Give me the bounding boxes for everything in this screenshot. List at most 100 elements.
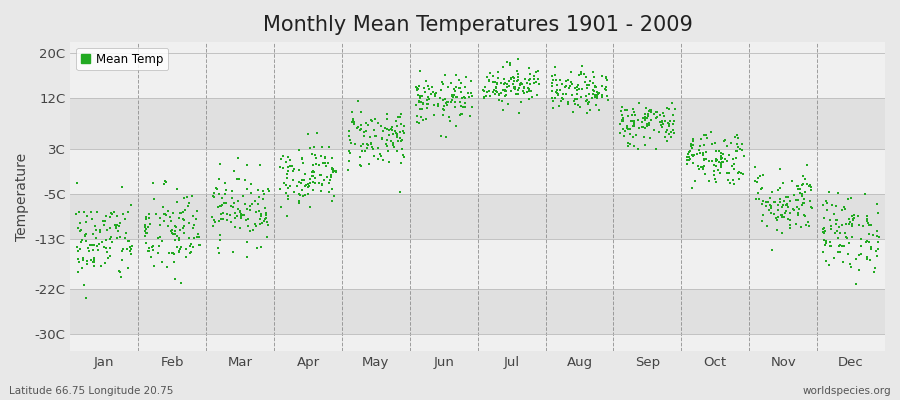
Point (173, 226, 187, 233)
Point (820, 200, 834, 207)
Point (616, 133, 631, 139)
Point (823, 239, 837, 246)
Point (355, 148, 369, 154)
Point (303, 145, 318, 151)
Point (103, 224, 117, 231)
Point (76, 282, 91, 288)
Point (389, 117, 403, 124)
Point (302, 204, 317, 210)
Point (394, 160, 409, 167)
Point (394, 137, 409, 144)
Point (227, 168, 241, 174)
Point (357, 129, 372, 135)
Point (650, 109, 664, 116)
Point (112, 220, 127, 226)
Point (833, 230, 848, 236)
Point (76, 257, 90, 263)
Point (303, 180, 318, 186)
Point (281, 193, 295, 200)
Point (382, 132, 396, 138)
Point (832, 224, 846, 230)
Point (446, 93, 460, 99)
Point (86, 258, 100, 265)
Point (626, 119, 641, 125)
Point (592, 89, 607, 96)
Point (556, 96, 571, 102)
Point (642, 122, 656, 128)
Point (414, 99, 428, 105)
Point (491, 97, 506, 104)
Point (680, 154, 695, 161)
Point (81, 245, 95, 251)
Point (274, 204, 288, 210)
Point (209, 185, 223, 191)
Point (172, 215, 186, 222)
Point (449, 84, 464, 91)
Point (864, 244, 878, 250)
Point (216, 210, 230, 216)
Point (715, 154, 729, 161)
Point (640, 122, 654, 129)
Point (422, 96, 436, 102)
Bar (70, 194, 885, 239)
Point (182, 235, 196, 241)
Point (253, 162, 267, 168)
Point (100, 227, 114, 234)
Point (588, 94, 602, 100)
Point (139, 230, 153, 236)
Point (656, 120, 670, 127)
Point (299, 182, 313, 188)
Point (815, 202, 830, 208)
Point (239, 162, 254, 168)
Point (438, 96, 453, 102)
Point (863, 246, 878, 252)
Point (418, 89, 432, 95)
Point (755, 212, 770, 218)
Point (421, 100, 436, 107)
Point (773, 184, 788, 191)
Point (613, 121, 627, 128)
Point (616, 112, 630, 119)
Point (649, 115, 663, 121)
Point (715, 159, 729, 165)
Point (550, 87, 564, 94)
Point (686, 136, 700, 142)
Y-axis label: Temperature: Temperature (15, 152, 29, 241)
Point (842, 221, 856, 227)
Point (212, 232, 227, 238)
Point (783, 217, 797, 223)
Point (237, 212, 251, 218)
Point (860, 254, 874, 261)
Point (709, 163, 724, 170)
Point (100, 249, 114, 255)
Point (394, 120, 409, 127)
Point (441, 84, 455, 90)
Point (727, 180, 742, 187)
Point (846, 212, 860, 218)
Point (390, 132, 404, 138)
Point (515, 81, 529, 87)
Point (114, 247, 129, 254)
Point (256, 218, 271, 224)
Point (324, 173, 338, 180)
Point (763, 202, 778, 209)
Point (650, 114, 664, 120)
Point (489, 91, 503, 97)
Point (169, 223, 184, 230)
Point (635, 123, 650, 130)
Point (301, 184, 315, 191)
Point (652, 129, 667, 136)
Point (497, 81, 511, 87)
Point (564, 69, 579, 75)
Point (411, 98, 426, 105)
Point (86, 254, 101, 261)
Point (411, 99, 426, 105)
Point (770, 214, 785, 220)
Point (780, 216, 795, 222)
Point (697, 142, 711, 148)
Point (850, 212, 865, 219)
Point (514, 99, 528, 106)
Point (296, 177, 310, 183)
Point (572, 86, 586, 92)
Point (616, 126, 630, 132)
